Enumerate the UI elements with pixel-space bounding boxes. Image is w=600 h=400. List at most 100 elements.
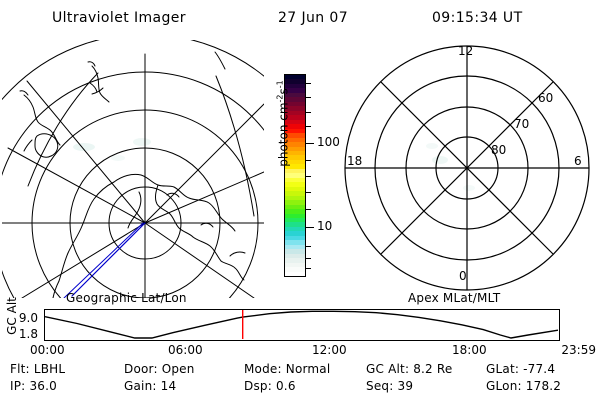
status-label: Seq: (366, 379, 398, 393)
magnetic-dial-panel[interactable]: 12 6 0 18 60 70 80 (336, 40, 598, 298)
colorbar-band-19 (285, 159, 305, 165)
colorbar-band-20 (285, 164, 305, 169)
colorbar-band-37 (285, 240, 305, 245)
status-value: 39 (397, 379, 414, 393)
colorbar-band-16 (285, 146, 305, 151)
status-glat: GLat: -77.4 (486, 362, 555, 376)
status-flt: Flt: LBHL (10, 362, 65, 376)
colorbar-panel: 100 10 photon cm-2s-1 (262, 60, 340, 292)
colorbar-minor-tick-9 (306, 257, 311, 259)
mlt-label-0: 0 (459, 269, 467, 283)
colorbar-band-0 (285, 75, 305, 80)
status-value: 0.6 (275, 379, 296, 393)
instrument-title: Ultraviolet Imager (52, 10, 186, 26)
colorbar-gradient (284, 74, 306, 277)
colorbar-band-34 (285, 226, 305, 232)
coastline-oceania (19, 61, 110, 158)
terminator-line (63, 222, 146, 299)
status-label: IP: (10, 379, 30, 393)
status-value: 14 (160, 379, 177, 393)
colorbar-minor-tick-2 (306, 111, 311, 113)
colorbar-unit-main: photon cm (276, 102, 291, 167)
geographic-map-panel[interactable] (0, 33, 335, 400)
colorbar-band-7 (285, 106, 305, 111)
colorbar-band-31 (285, 213, 305, 218)
colorbar-label-100: 100 (317, 135, 340, 150)
header-bar: Ultraviolet Imager 27 Jun 07 09:15:34 UT (0, 8, 600, 32)
altitude-xtick-0000: 00:00 (30, 343, 65, 357)
mlat-label-70: 70 (514, 117, 529, 131)
colorbar-band-15 (285, 142, 305, 147)
colorbar-minor-tick-7 (306, 208, 311, 210)
colorbar-band-1 (285, 79, 305, 84)
status-label: Gain: (124, 379, 161, 393)
colorbar-band-38 (285, 244, 305, 250)
colorbar-band-17 (285, 150, 305, 156)
observation-time: 09:15:34 UT (432, 10, 523, 26)
colorbar-label-10: 10 (317, 219, 333, 234)
colorbar-major-tick-10 (306, 227, 314, 229)
colorbar-band-29 (285, 204, 305, 210)
status-label: GLon: (486, 379, 526, 393)
meridian-lines (0, 53, 265, 299)
colorbar-minor-tick-6 (306, 191, 311, 193)
colorbar-major-tick-100 (306, 143, 314, 145)
mlt-label-6: 6 (574, 154, 582, 168)
colorbar-band-35 (285, 231, 305, 236)
colorbar-band-28 (285, 200, 305, 205)
colorbar-band-25 (285, 186, 305, 192)
status-mode: Mode: Normal (244, 362, 330, 376)
colorbar-band-8 (285, 110, 305, 116)
colorbar-band-30 (285, 209, 305, 214)
status-dsp: Dsp: 0.6 (244, 379, 296, 393)
status-value: Open (161, 362, 195, 376)
status-seq: Seq: 39 (366, 379, 413, 393)
observation-date: 27 Jun 07 (278, 10, 349, 26)
altitude-plot-panel[interactable]: GC Alt 9.0 1.8 00:00 06:00 12:00 18:00 23:59 (0, 297, 600, 357)
colorbar-band-4 (285, 92, 305, 98)
colorbar-band-9 (285, 115, 305, 120)
altitude-xtick-2359: 23:59 (561, 343, 596, 357)
mlt-label-18: 18 (347, 154, 362, 168)
altitude-trace-line (44, 310, 559, 339)
colorbar-band-14 (285, 137, 305, 143)
colorbar-band-6 (285, 101, 305, 107)
status-glon: GLon: 178.2 (486, 379, 561, 393)
magnetic-dial-caption: Apex MLat/MLT (408, 291, 501, 305)
limb-meridian-arcs (27, 72, 255, 217)
colorbar-minor-tick-0 (306, 83, 311, 85)
colorbar-band-43 (285, 267, 305, 272)
colorbar-band-2 (285, 83, 305, 89)
coastline-south-america (214, 51, 226, 70)
status-value: -77.4 (523, 362, 556, 376)
magnetic-dial-svg: 12 6 0 18 60 70 80 (344, 44, 590, 291)
coastline-antarctica (52, 173, 246, 299)
altitude-xtick-0600: 06:00 (168, 343, 203, 357)
colorbar-band-11 (285, 124, 305, 129)
geographic-map-caption: Geographic Lat/Lon (66, 291, 187, 305)
colorbar-band-26 (285, 191, 305, 196)
colorbar-minor-tick-5 (306, 175, 311, 177)
status-value: 8.2 Re (413, 362, 453, 376)
status-value: Normal (285, 362, 331, 376)
altitude-xtick-1800: 18:00 (452, 343, 487, 357)
colorbar-band-40 (285, 253, 305, 259)
colorbar-band-3 (285, 88, 305, 93)
colorbar-minor-tick-10 (306, 267, 311, 269)
status-gain: Gain: 14 (124, 379, 176, 393)
colorbar-band-21 (285, 168, 305, 174)
colorbar-band-36 (285, 235, 305, 241)
colorbar-ticks: 100 10 (306, 74, 340, 277)
colorbar-band-18 (285, 155, 305, 160)
colorbar-band-32 (285, 218, 305, 223)
status-block: Flt: LBHL Door: Open Mode: Normal GC Alt: 8… (0, 360, 600, 400)
colorbar-unit-exp1: -2 (275, 94, 285, 103)
altitude-trace-svg (44, 310, 559, 339)
colorbar-band-24 (285, 182, 305, 187)
status-ip: IP: 36.0 (10, 379, 57, 393)
geographic-map-svg (0, 33, 335, 400)
latitude-circles (0, 33, 335, 400)
mlat-label-80: 80 (491, 143, 506, 157)
colorbar-band-5 (285, 97, 305, 102)
status-label: Dsp: (244, 379, 276, 393)
